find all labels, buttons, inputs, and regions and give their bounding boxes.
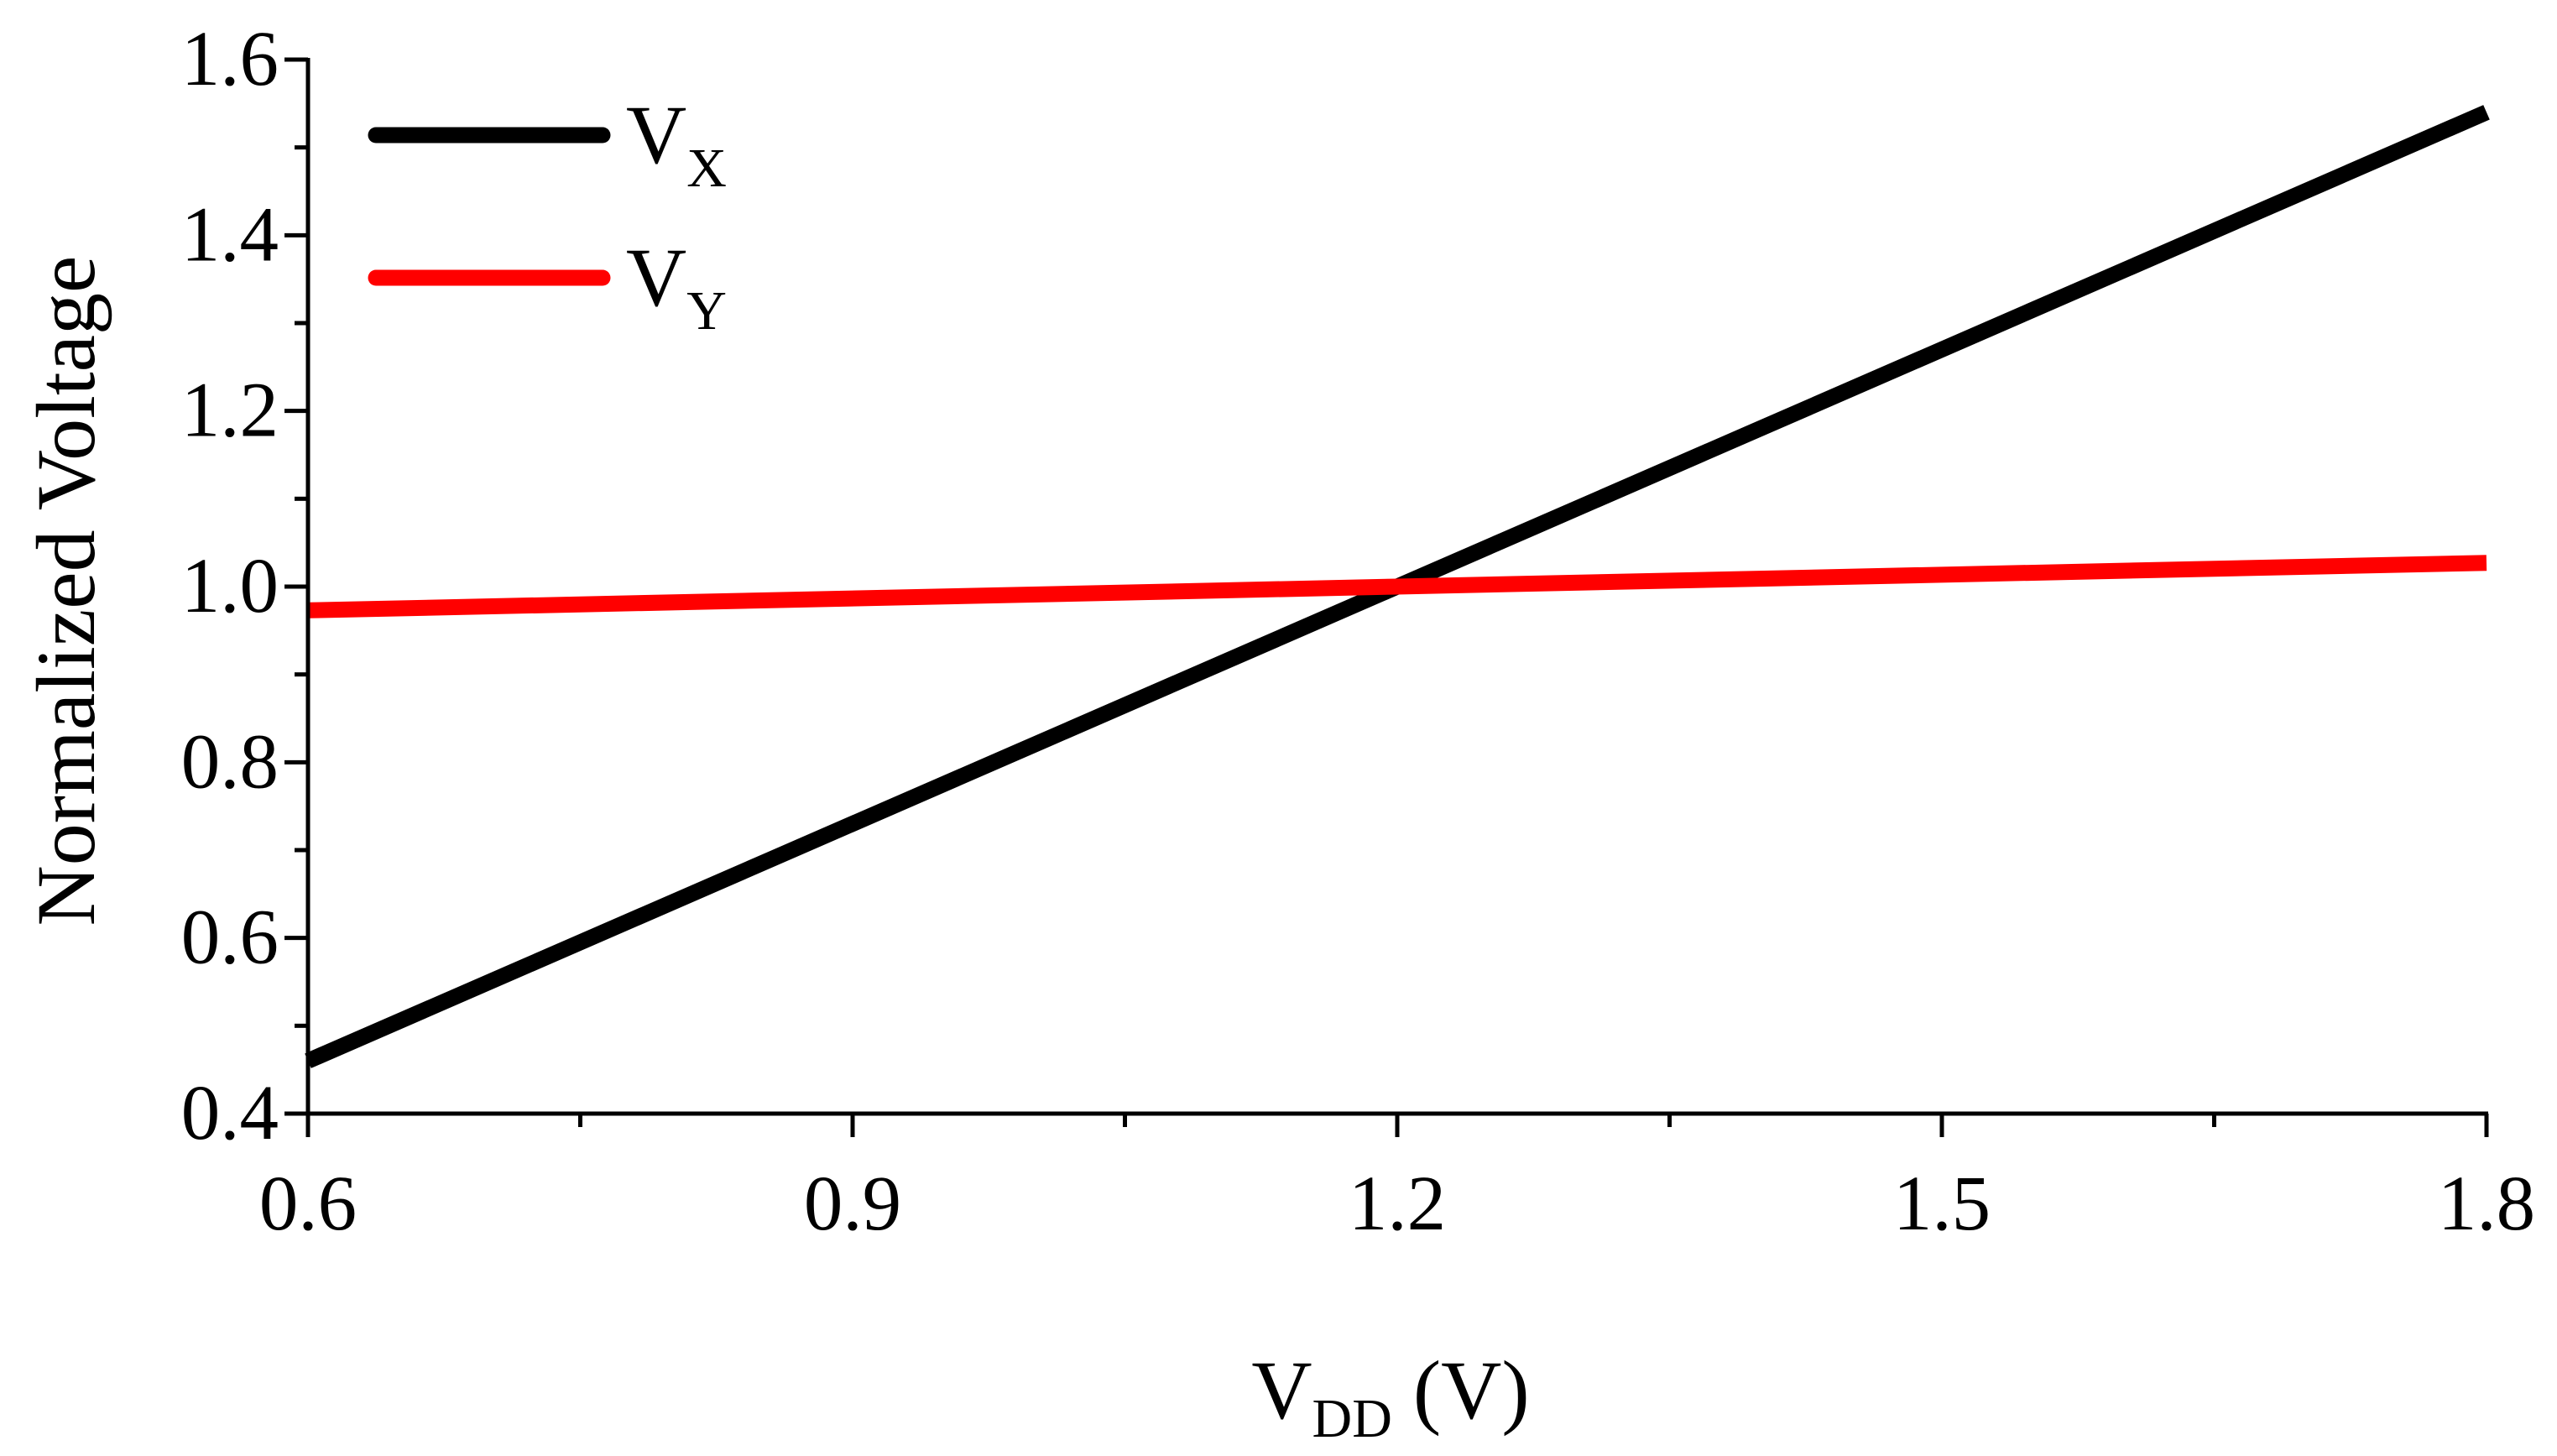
y-axis-label: Normalized Voltage <box>19 256 112 926</box>
series-line-2 <box>307 555 2487 618</box>
x-axis-label-main: V <box>1251 1344 1312 1437</box>
legend-label-subscript: X <box>686 138 727 199</box>
x-tick-label: 0.9 <box>804 1161 901 1247</box>
axis-labels: Normalized Voltage VDD (V) <box>19 256 1530 1449</box>
y-tick-label: 0.6 <box>181 895 279 981</box>
legend-label-2: VY <box>626 231 727 342</box>
x-axis-label: VDD (V) <box>1251 1344 1529 1449</box>
legend-label-1: VX <box>626 88 727 199</box>
y-tick-label: 0.8 <box>181 718 279 805</box>
x-tick-label: 1.2 <box>1349 1161 1446 1247</box>
x-tick-label: 1.5 <box>1893 1161 1991 1247</box>
y-tick-label: 1.6 <box>181 16 279 102</box>
y-tick-label: 1.2 <box>181 368 279 454</box>
y-tick-label: 1.0 <box>181 543 279 629</box>
x-tick-label: 1.8 <box>2438 1161 2535 1247</box>
x-axis-label-unit: (V) <box>1392 1344 1530 1437</box>
legend-label-main: V <box>626 231 686 324</box>
y-tick-label: 1.4 <box>181 191 279 278</box>
x-tick-label: 0.6 <box>259 1161 357 1247</box>
x-axis-label-subscript: DD <box>1312 1388 1392 1449</box>
legend-label-main: V <box>626 88 686 181</box>
series-layer <box>305 105 2490 1068</box>
legend-label-subscript: Y <box>686 280 727 342</box>
y-tick-label: 0.4 <box>181 1070 279 1156</box>
axes-layer: 0.40.60.81.01.21.41.60.6 0.9 1.2 1.5 1.8 <box>181 16 2535 1247</box>
